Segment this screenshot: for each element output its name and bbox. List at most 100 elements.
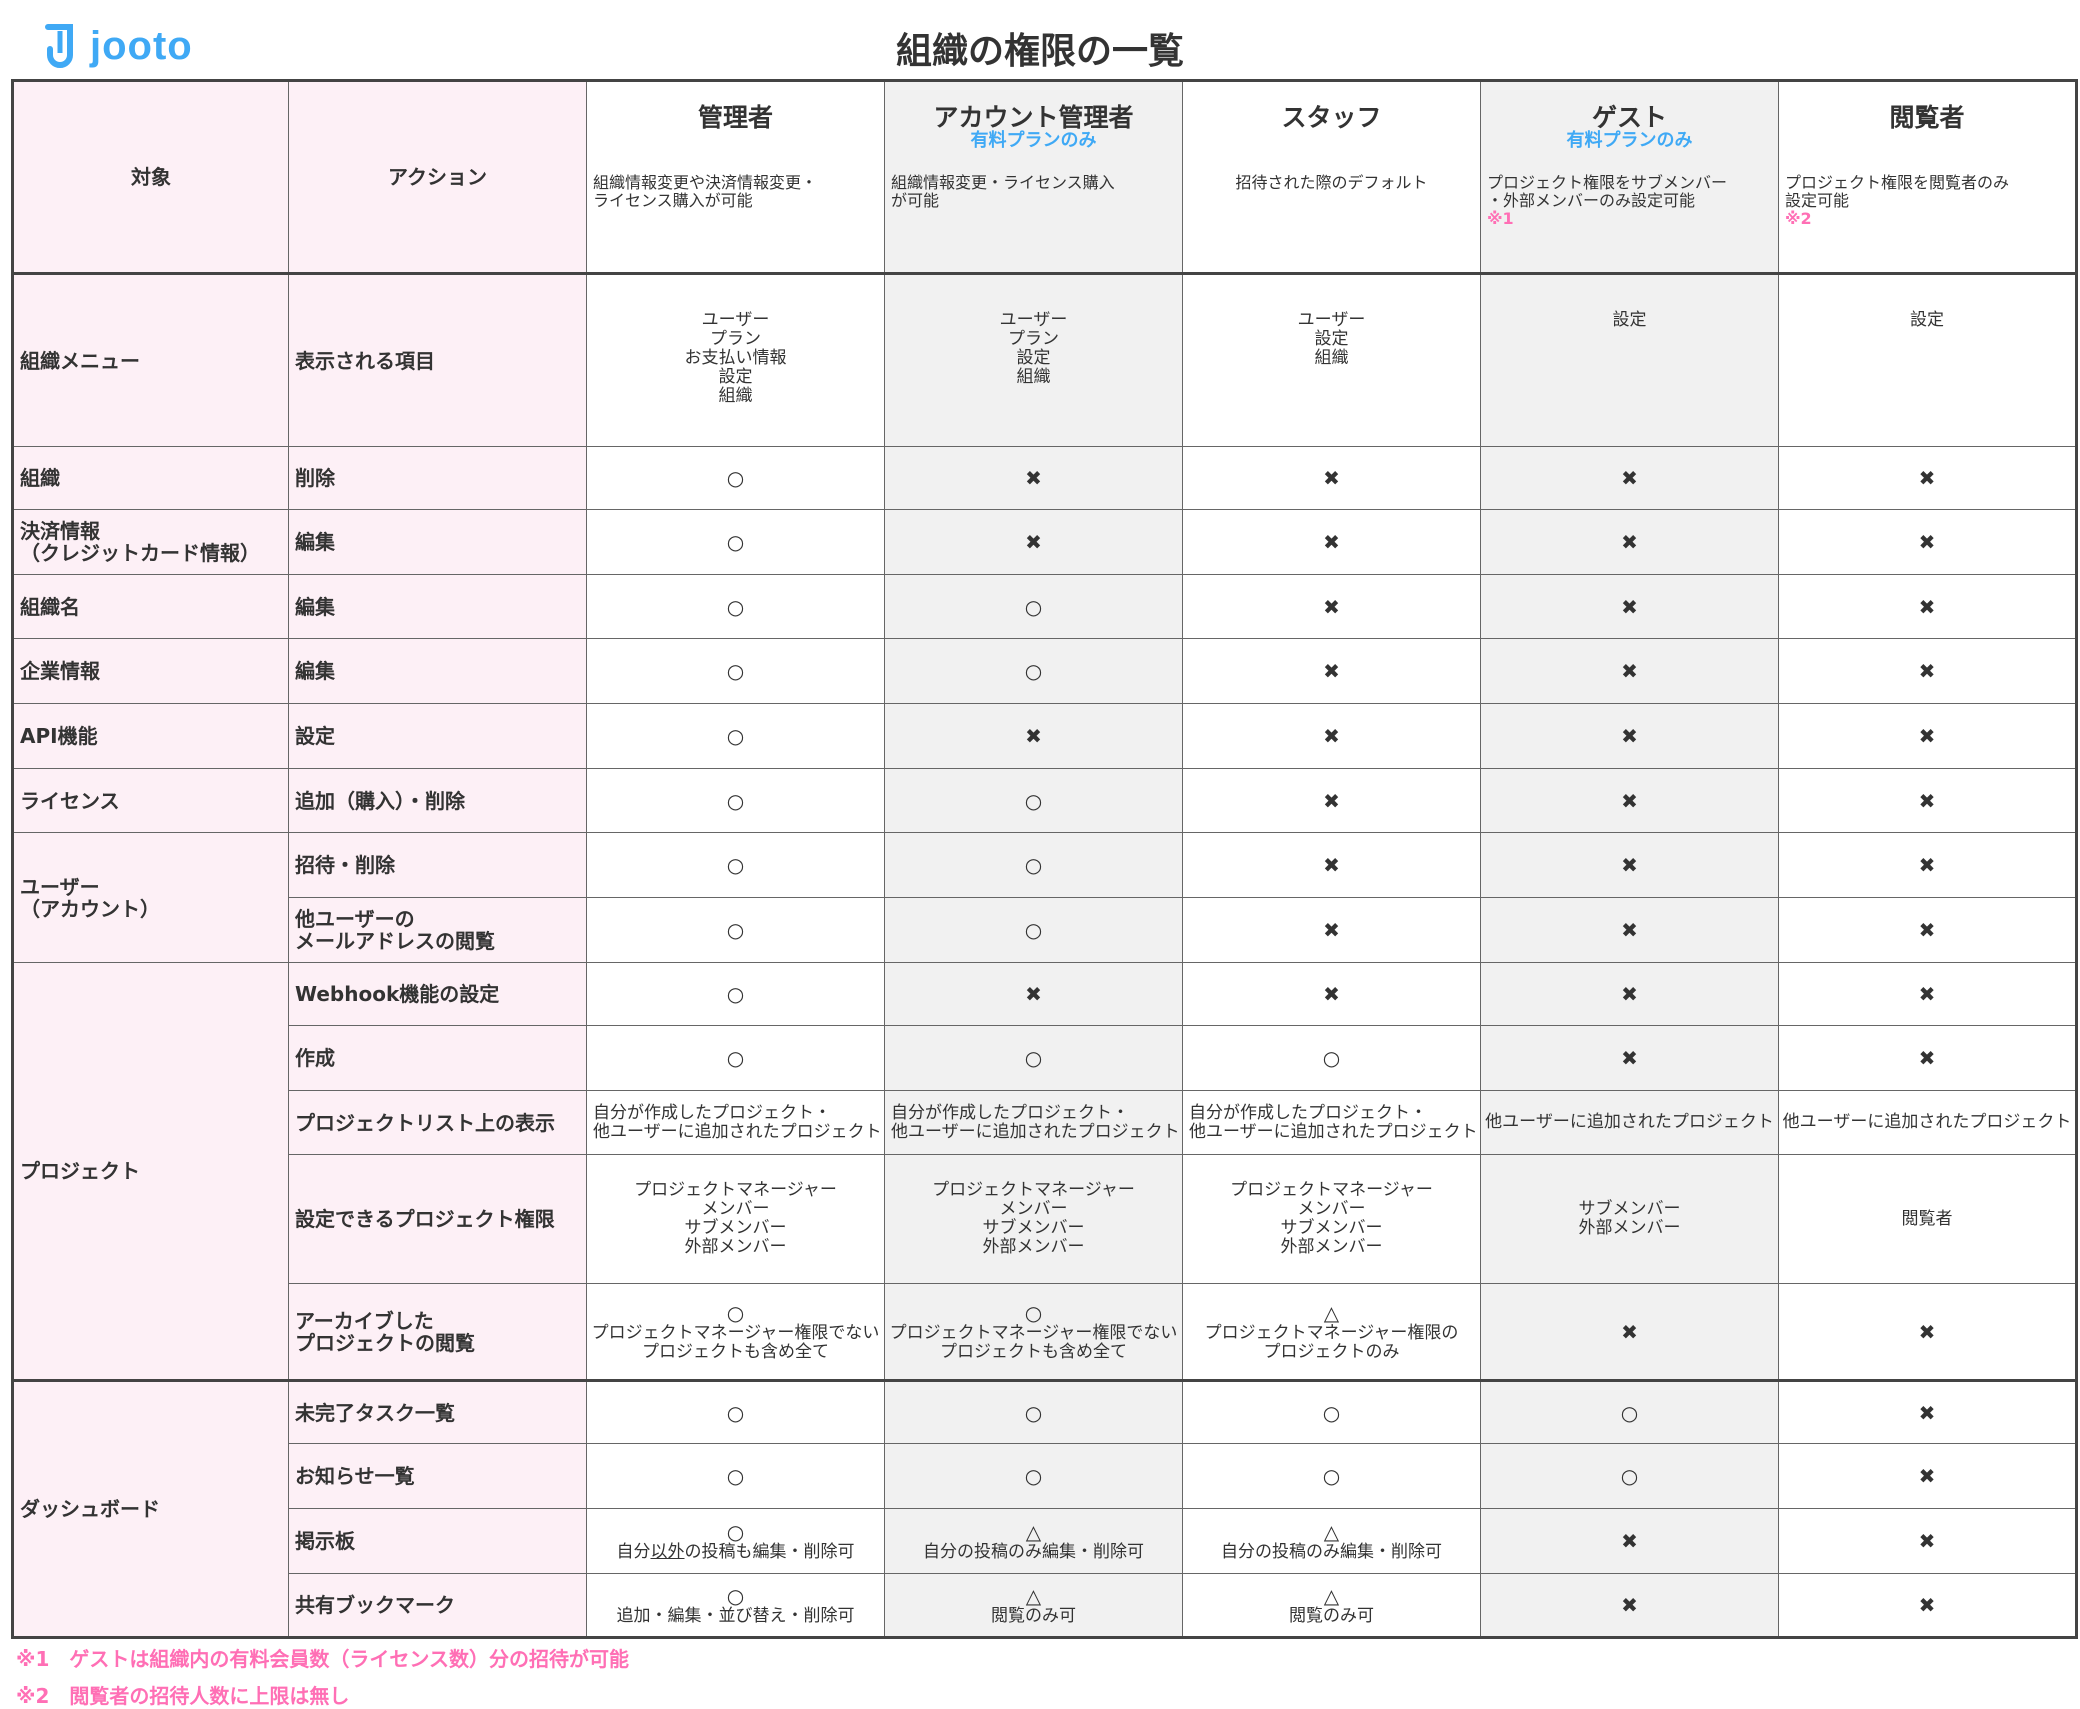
denied-icon: ✖ bbox=[1621, 594, 1638, 619]
permission-cell: ユーザー プラン 設定 組織 bbox=[884, 273, 1183, 447]
permission-cell: ○ bbox=[884, 1443, 1183, 1509]
jooto-logo: jooto bbox=[40, 18, 193, 74]
permission-cell: ✖ bbox=[1480, 509, 1779, 575]
role-name: 閲覧者 bbox=[1889, 103, 1965, 132]
denied-icon: ✖ bbox=[1918, 1046, 1936, 1070]
permission-cell: ○ bbox=[586, 574, 885, 639]
permission-cell: ○ プロジェクトマネージャー権限でない プロジェクトも含め全て bbox=[884, 1283, 1183, 1381]
permission-note: 自分の投稿のみ編集・削除可 bbox=[1221, 1541, 1442, 1562]
permission-cell: ○ bbox=[1480, 1443, 1779, 1509]
permission-note: 閲覧のみ可 bbox=[1289, 1605, 1374, 1626]
denied-icon: ✖ bbox=[1621, 724, 1638, 748]
denied-icon: ✖ bbox=[1918, 1529, 1936, 1553]
permission-cell: ✖ bbox=[884, 446, 1183, 510]
allowed-icon: ○ bbox=[726, 982, 745, 1006]
permission-note: プロジェクトマネージャー権限でない プロジェクトも含め全て bbox=[889, 1322, 1178, 1362]
permission-note: 自分が作成したプロジェクト・ 他ユーザーに追加されたプロジェクト bbox=[593, 1102, 882, 1142]
permission-cell: ✖ bbox=[1778, 1443, 2077, 1509]
table-row: 組織 削除 ○ ✖ ✖ ✖ ✖ bbox=[12, 446, 2077, 510]
permission-cell: ✖ bbox=[1480, 703, 1779, 769]
permission-note: 閲覧者 bbox=[1901, 1208, 1953, 1229]
permission-cell: ○ bbox=[586, 1443, 885, 1509]
table-row: お知らせ一覧 ○ ○ ○ ○ ✖ bbox=[13, 1443, 2077, 1509]
denied-icon: ✖ bbox=[1323, 466, 1340, 490]
denied-icon: ✖ bbox=[1918, 1400, 1936, 1425]
permission-cell: ○ bbox=[586, 509, 885, 575]
permission-cell: ✖ bbox=[884, 703, 1183, 769]
row-target: プロジェクト bbox=[12, 962, 289, 1381]
denied-icon: ✖ bbox=[1621, 1529, 1638, 1553]
denied-icon: ✖ bbox=[1918, 594, 1936, 619]
permission-cell: ✖ bbox=[1778, 832, 2077, 898]
table-row: ユーザー （アカウント） 招待・削除 ○ ○ ✖ ✖ ✖ bbox=[12, 832, 2077, 963]
role-header: 管理者 組織情報変更や決済情報変更・ ライセンス購入が可能 bbox=[586, 80, 885, 275]
denied-icon: ✖ bbox=[1621, 788, 1638, 813]
permission-cell: プロジェクトマネージャー メンバー サブメンバー 外部メンバー bbox=[586, 1154, 885, 1284]
role-name: ゲスト bbox=[1591, 103, 1667, 132]
permission-cell: ○ bbox=[1480, 1380, 1779, 1444]
table-row: 設定できるプロジェクト権限 プロジェクトマネージャー メンバー サブメンバー 外部… bbox=[13, 1154, 2077, 1284]
footnote-ref: ※2 bbox=[1785, 209, 1812, 228]
denied-icon: ✖ bbox=[1323, 853, 1340, 877]
logo-text: jooto bbox=[90, 23, 193, 68]
permission-cell: ○ bbox=[586, 1380, 885, 1444]
denied-icon: ✖ bbox=[1918, 853, 1936, 877]
row-target: 決済情報 （クレジットカード情報） bbox=[12, 509, 289, 575]
permission-cell: ✖ bbox=[1778, 768, 2077, 833]
permission-cell: 設定 bbox=[1778, 273, 2077, 447]
permission-cell: ✖ bbox=[1778, 962, 2077, 1026]
allowed-icon: ○ bbox=[726, 1519, 745, 1544]
permission-cell: 閲覧者 bbox=[1778, 1154, 2077, 1284]
allowed-icon: ○ bbox=[1620, 1464, 1639, 1488]
permission-note: プロジェクトマネージャー権限でない プロジェクトも含め全て bbox=[591, 1322, 880, 1362]
role-description: 組織情報変更・ライセンス購入 が可能 bbox=[891, 173, 1115, 210]
row-action: 編集 bbox=[288, 574, 587, 639]
partial-icon: △ bbox=[1323, 1300, 1340, 1325]
permission-cell: ✖ bbox=[1778, 1573, 2077, 1638]
allowed-icon: ○ bbox=[726, 1046, 745, 1070]
row-action: 共有ブックマーク bbox=[288, 1573, 587, 1638]
permission-cell: サブメンバー 外部メンバー bbox=[1480, 1154, 1779, 1284]
permission-cell: ユーザー プラン お支払い情報 設定 組織 bbox=[586, 273, 885, 447]
allowed-icon: ○ bbox=[1322, 1464, 1341, 1488]
denied-icon: ✖ bbox=[1025, 982, 1042, 1006]
allowed-icon: ○ bbox=[726, 918, 745, 942]
footnote-ref: ※1 bbox=[1487, 209, 1514, 228]
allowed-icon: ○ bbox=[1322, 1046, 1341, 1070]
permission-note: 自分が作成したプロジェクト・ 他ユーザーに追加されたプロジェクト bbox=[1189, 1102, 1478, 1142]
plan-badge: 有料プランのみ bbox=[1566, 130, 1693, 151]
permission-note: プロジェクトマネージャー メンバー サブメンバー 外部メンバー bbox=[634, 1180, 837, 1257]
allowed-icon: ○ bbox=[1024, 1046, 1043, 1070]
partial-icon: △ bbox=[1323, 1583, 1340, 1608]
plan-badge bbox=[1779, 132, 2075, 150]
row-action: 編集 bbox=[288, 509, 587, 575]
denied-icon: ✖ bbox=[1025, 466, 1042, 490]
table-row: ライセンス 追加（購入）・削除 ○ ○ ✖ ✖ ✖ bbox=[12, 768, 2077, 833]
row-action: 未完了タスク一覧 bbox=[288, 1380, 587, 1444]
denied-icon: ✖ bbox=[1621, 853, 1638, 877]
row-action: 編集 bbox=[288, 638, 587, 704]
row-action: 追加（購入）・削除 bbox=[288, 768, 587, 833]
permission-cell: ○ bbox=[586, 962, 885, 1026]
permission-note: プロジェクトマネージャー権限の プロジェクトのみ bbox=[1204, 1322, 1459, 1362]
permission-cell: ✖ bbox=[1778, 1025, 2077, 1091]
table-row: アーカイブした プロジェクトの閲覧 ○ プロジェクトマネージャー権限でない プロジェ… bbox=[13, 1283, 2077, 1381]
denied-icon: ✖ bbox=[1621, 1319, 1638, 1344]
denied-icon: ✖ bbox=[1918, 1319, 1936, 1344]
permission-cell: ✖ bbox=[1778, 574, 2077, 639]
permission-cell: ○ bbox=[586, 638, 885, 704]
allowed-icon: ○ bbox=[1024, 788, 1043, 813]
permission-cell: ○ bbox=[884, 1025, 1183, 1091]
denied-icon: ✖ bbox=[1918, 918, 1936, 942]
permission-cell: ✖ bbox=[1480, 446, 1779, 510]
table-row: プロジェクトリスト上の表示 自分が作成したプロジェクト・ 他ユーザーに追加されたプ… bbox=[13, 1090, 2077, 1155]
allowed-icon: ○ bbox=[1024, 1400, 1043, 1425]
role-header: アカウント管理者 有料プランのみ 組織情報変更・ライセンス購入 が可能 bbox=[884, 80, 1183, 275]
permission-cell: ✖ bbox=[1182, 962, 1481, 1026]
permission-cell: ✖ bbox=[1480, 638, 1779, 704]
permission-cell: ✖ bbox=[1182, 768, 1481, 833]
permission-cell: ✖ bbox=[1778, 703, 2077, 769]
denied-icon: ✖ bbox=[1918, 1593, 1936, 1617]
permission-note: プロジェクトマネージャー メンバー サブメンバー 外部メンバー bbox=[1230, 1180, 1433, 1257]
permission-cell: ✖ bbox=[1480, 962, 1779, 1026]
